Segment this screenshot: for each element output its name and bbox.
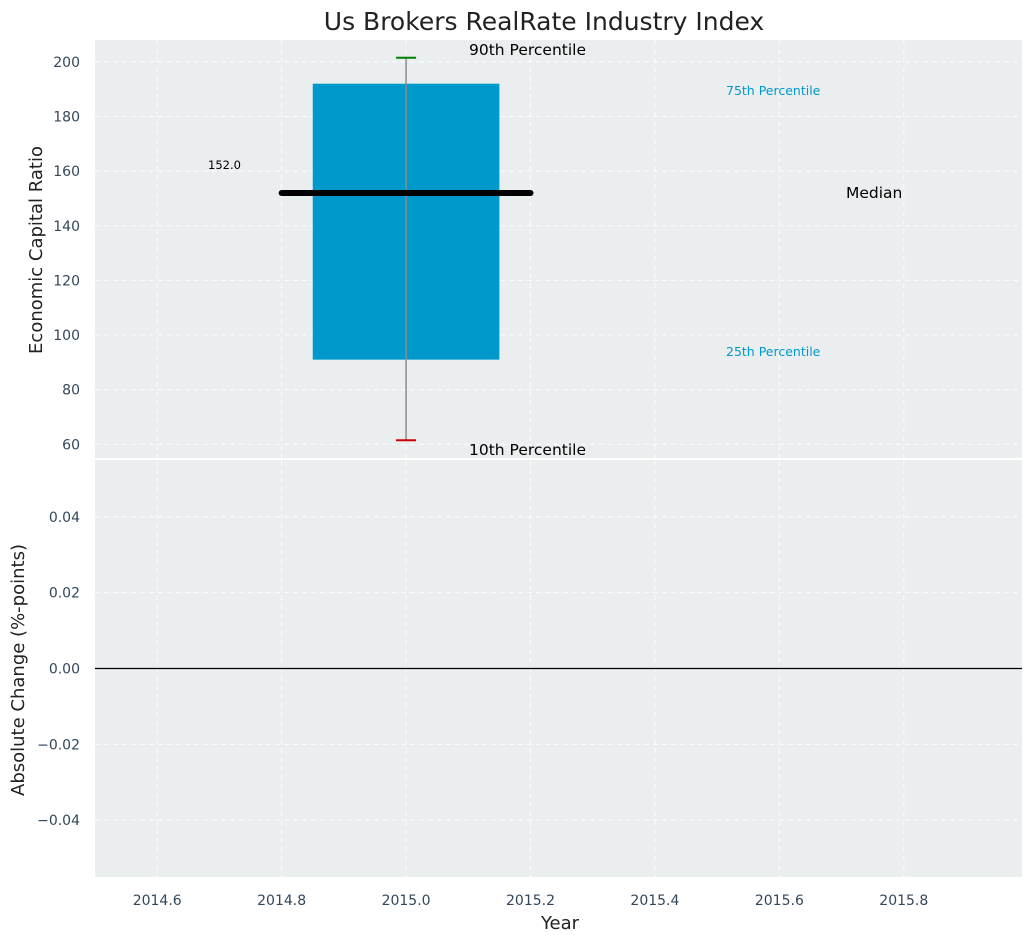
top-plot-area [95, 40, 1022, 458]
top-y-tick-label: 100 [53, 328, 80, 344]
bottom-y-tick-label: −0.04 [37, 813, 80, 829]
p10-annotation: 10th Percentile [469, 441, 586, 459]
top-y-tick-label: 80 [62, 383, 80, 399]
bottom-y-tick-label: 0.04 [49, 510, 80, 526]
top-y-tick-label: 180 [53, 109, 80, 125]
p90-annotation: 90th Percentile [469, 41, 586, 59]
ticks-layer: 2014.6 2014.8 2015.0 2015.2 2015.4 2015.6 2015… [37, 55, 928, 909]
chart-title: Us Brokers RealRate Industry Index [324, 7, 764, 36]
x-tick-label: 2015.0 [382, 893, 431, 909]
bottom-y-tick-label: −0.02 [37, 737, 80, 753]
x-tick-label: 2014.8 [257, 893, 306, 909]
bottom-y-tick-label: 0.02 [49, 586, 80, 602]
top-y-axis-label: Economic Capital Ratio [26, 146, 47, 354]
x-tick-label: 2015.2 [506, 893, 555, 909]
top-y-tick-label: 120 [53, 273, 80, 289]
x-tick-label: 2015.8 [879, 893, 928, 909]
x-tick-label: 2014.6 [133, 893, 182, 909]
bottom-y-axis-label: Absolute Change (%-points) [8, 544, 29, 796]
x-axis-label: Year [540, 913, 580, 934]
x-tick-label: 2015.4 [630, 893, 679, 909]
median-annotation: Median [846, 184, 902, 202]
x-tick-label: 2015.6 [755, 893, 804, 909]
p75-annotation: 75th Percentile [726, 83, 821, 98]
top-y-tick-label: 60 [62, 437, 80, 453]
top-y-tick-label: 200 [53, 55, 80, 71]
top-y-tick-label: 160 [53, 164, 80, 180]
p25-annotation: 25th Percentile [726, 344, 821, 359]
top-y-tick-label: 140 [53, 219, 80, 235]
bottom-y-tick-label: 0.00 [49, 662, 80, 678]
median-value-label: 152.0 [208, 158, 241, 172]
marks-layer [95, 56, 1022, 670]
